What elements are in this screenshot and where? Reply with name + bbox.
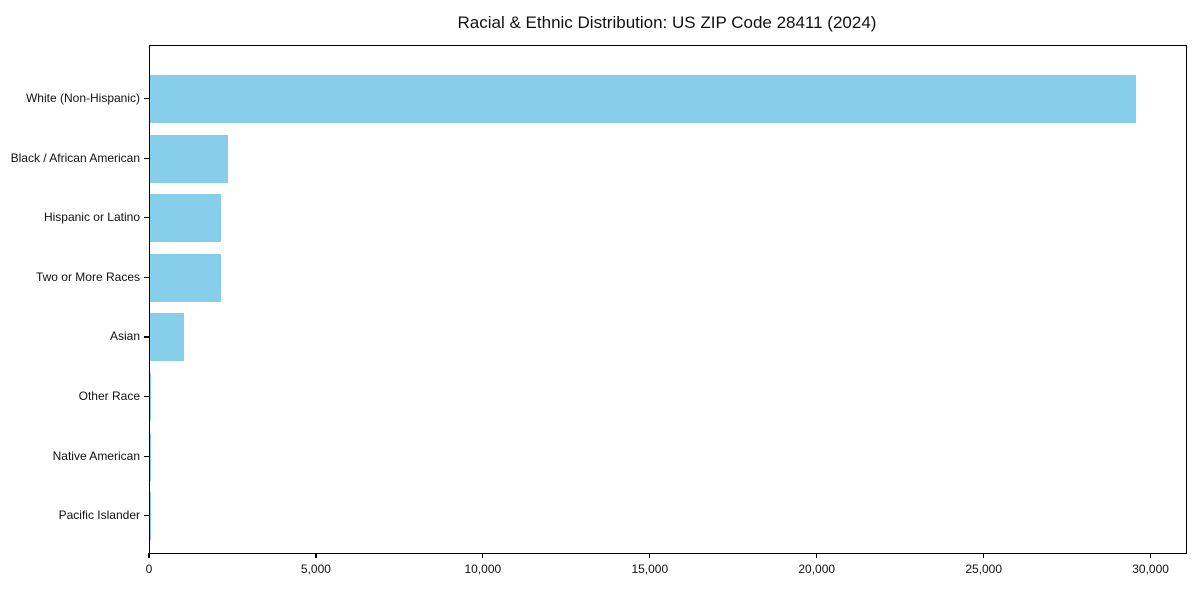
y-tick-mark: [144, 515, 149, 517]
x-tick-label: 15,000: [631, 562, 669, 576]
x-tick-label: 30,000: [1132, 562, 1169, 576]
bar-black-african-american: [150, 134, 229, 183]
y-tick-label: Native American: [52, 448, 140, 463]
bar-native-american: [150, 432, 151, 481]
y-tick-mark: [144, 396, 149, 398]
x-tick-mark: [315, 553, 317, 558]
plot-area: [149, 45, 1187, 554]
y-tick-label: Pacific Islander: [58, 508, 140, 523]
x-tick-label: 5,000: [300, 562, 331, 576]
y-tick-label: Asian: [109, 329, 140, 344]
x-tick-label: 25,000: [965, 562, 1003, 576]
x-tick-mark: [649, 553, 651, 558]
x-tick-mark: [1150, 553, 1152, 558]
bar-hispanic-or-latino: [150, 194, 222, 243]
chart-title: Racial & Ethnic Distribution: US ZIP Cod…: [457, 13, 877, 32]
x-tick-mark: [148, 553, 150, 558]
x-tick-label: 20,000: [798, 562, 836, 576]
x-tick-label: 0: [145, 562, 153, 576]
x-tick-label: 10,000: [464, 562, 502, 576]
y-tick-mark: [144, 157, 149, 159]
y-tick-label: Two or More Races: [35, 269, 140, 284]
y-tick-mark: [144, 276, 149, 278]
y-tick-label: White (Non-Hispanic): [25, 91, 140, 105]
x-tick-mark: [816, 553, 818, 558]
bar-other-race: [150, 373, 151, 421]
y-tick-label: Black / African American: [10, 150, 140, 165]
bar-white-non-hispanic: [150, 75, 1137, 123]
y-tick-label: Hispanic or Latino: [43, 210, 140, 225]
y-tick-mark: [144, 98, 149, 100]
y-tick-mark: [144, 336, 149, 338]
y-tick-mark: [144, 455, 149, 457]
x-tick-mark: [482, 553, 484, 558]
y-tick-label: Other Race: [78, 389, 140, 403]
bar-two-or-more-races: [150, 253, 221, 302]
y-tick-mark: [144, 217, 149, 219]
bar-asian: [150, 313, 185, 362]
x-tick-mark: [983, 553, 985, 558]
